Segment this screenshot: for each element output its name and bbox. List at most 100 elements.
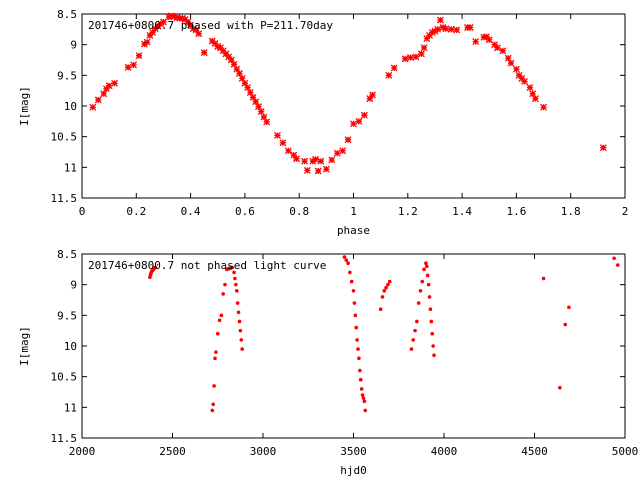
y-axis-label-phased: I[mag] xyxy=(18,86,31,126)
data-point xyxy=(541,276,546,281)
data-point xyxy=(436,16,444,24)
data-point xyxy=(429,319,434,324)
data-point xyxy=(422,267,426,272)
data-point xyxy=(416,301,421,305)
data-point xyxy=(363,408,368,413)
x-tick-label: 2500 xyxy=(159,445,186,458)
data-point xyxy=(387,279,392,284)
data-point xyxy=(366,95,374,103)
chart-title-unphased: 201746+0800.7 not phased light curve xyxy=(88,259,326,272)
data-point xyxy=(526,84,534,92)
data-point xyxy=(149,28,157,36)
data-point xyxy=(279,139,287,147)
data-point xyxy=(130,61,138,69)
chart-title-phased: 201746+0800.7 phased with P=211.70day xyxy=(88,19,333,32)
data-point xyxy=(599,144,607,152)
data-point xyxy=(472,38,480,46)
data-point xyxy=(357,356,361,361)
data-point xyxy=(344,136,352,144)
data-point xyxy=(453,26,461,34)
data-point xyxy=(274,131,281,139)
data-point xyxy=(135,52,143,60)
data-point xyxy=(189,25,197,33)
data-point xyxy=(124,63,132,71)
data-point xyxy=(223,282,227,287)
data-point xyxy=(213,356,217,361)
y-tick-label: 9 xyxy=(70,39,77,52)
data-point xyxy=(411,338,416,342)
data-point xyxy=(94,96,102,104)
data-point xyxy=(234,289,239,293)
data-point xyxy=(360,111,368,119)
x-tick-label: 2 xyxy=(622,205,629,218)
data-point xyxy=(246,89,254,96)
data-point xyxy=(369,91,376,99)
data-point xyxy=(232,270,236,275)
data-point xyxy=(350,120,357,128)
data-point xyxy=(249,93,257,101)
data-point xyxy=(521,78,529,85)
data-point xyxy=(233,276,237,281)
y-tick-label: 11 xyxy=(64,401,77,414)
data-point xyxy=(192,26,200,34)
data-point xyxy=(382,289,387,293)
data-point xyxy=(407,54,414,62)
data-point xyxy=(236,70,243,77)
data-point xyxy=(540,103,548,111)
data-point xyxy=(485,36,493,44)
y-tick-label: 10 xyxy=(64,340,77,353)
data-point xyxy=(240,347,244,351)
y-tick-label: 11 xyxy=(64,161,77,174)
data-point xyxy=(425,264,429,269)
data-point xyxy=(233,65,241,73)
data-point xyxy=(442,25,450,33)
y-tick-label: 9 xyxy=(70,279,77,292)
x-tick-label: 4500 xyxy=(521,445,548,458)
data-point xyxy=(195,30,203,38)
data-point xyxy=(425,273,430,278)
data-point xyxy=(257,108,265,115)
data-point xyxy=(612,256,616,261)
data-point xyxy=(260,113,268,121)
data-point xyxy=(230,60,238,68)
data-point xyxy=(241,79,249,87)
data-point xyxy=(428,307,433,312)
x-axis-label-phased: phase xyxy=(337,224,370,237)
tick-marks-unphased: 2000 2500 3000 3500 4000 4500 5000 8.5 9 9.5 10 10.… xyxy=(51,248,639,458)
data-point xyxy=(217,318,222,323)
y-tick-label: 9.5 xyxy=(57,309,77,322)
x-tick-label: 2000 xyxy=(69,445,96,458)
y-tick-label: 10.5 xyxy=(51,131,78,144)
data-point xyxy=(214,350,218,354)
data-point xyxy=(504,54,512,62)
y-tick-label: 10.5 xyxy=(51,371,78,384)
data-point xyxy=(238,74,246,82)
data-point xyxy=(466,24,474,31)
data-point xyxy=(431,344,435,348)
data-point xyxy=(409,347,414,351)
data-point xyxy=(352,301,357,305)
y-tick-label: 8.5 xyxy=(57,8,77,21)
unphased-light-curve-panel: 2000 2500 3000 3500 4000 4500 5000 8.5 9 9.5 10 10.… xyxy=(18,248,638,477)
data-point xyxy=(385,71,393,79)
data-point xyxy=(328,156,336,164)
data-point xyxy=(355,117,363,125)
data-point xyxy=(290,151,298,159)
data-point xyxy=(439,24,447,31)
data-point xyxy=(434,25,442,33)
data-point xyxy=(531,95,539,103)
x-tick-label: 4000 xyxy=(431,445,458,458)
x-tick-label: 1.4 xyxy=(452,205,472,218)
data-point xyxy=(339,147,347,155)
data-point xyxy=(420,44,428,52)
data-point xyxy=(427,295,432,299)
data-point xyxy=(358,368,362,373)
data-point xyxy=(415,319,419,324)
data-point xyxy=(356,347,360,351)
data-point xyxy=(380,295,385,299)
data-point xyxy=(317,157,325,165)
data-point xyxy=(314,167,322,175)
data-point xyxy=(215,331,220,336)
data-point xyxy=(312,155,319,163)
x-tick-label: 0.8 xyxy=(289,205,309,218)
